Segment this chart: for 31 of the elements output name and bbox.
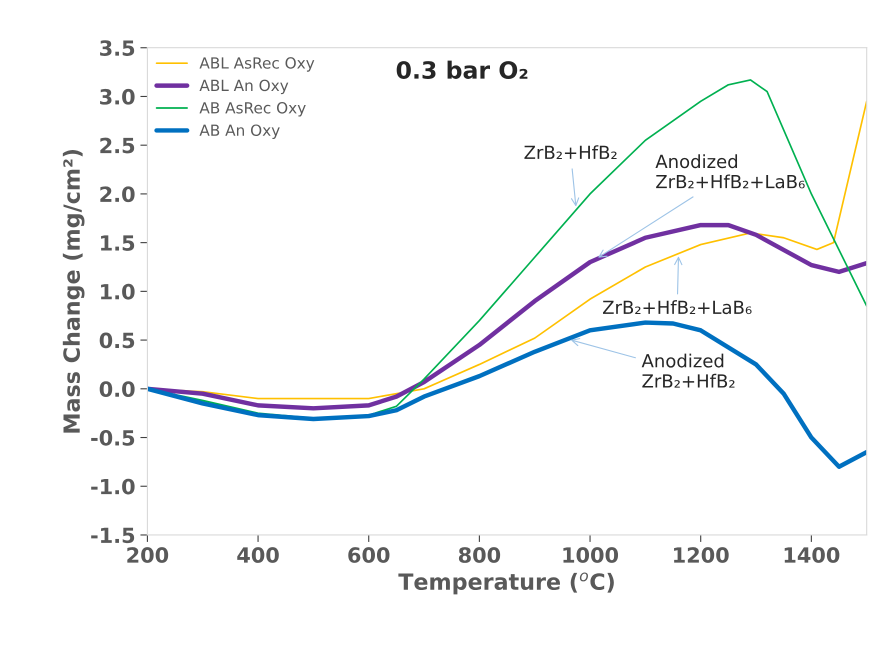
y-tick-label: 2.0 [100,186,135,202]
annotation: ZrB₂+HfB₂+LaB₆ [602,300,752,314]
legend-label: ABL An Oxy [199,80,288,94]
x-tick-label: 600 [348,547,390,563]
x-axis-title: Temperature ($^{o}$C) [398,572,614,594]
y-tick-label: -1.5 [91,528,134,544]
x-tick-label: 1400 [784,547,840,563]
y-tick-label: 3.0 [100,88,135,105]
legend-label: ABL AsRec Oxy [199,57,314,72]
line-series [147,222,867,411]
legend-label: AB An Oxy [199,124,280,139]
annotation: Anodized ZrB₂+HfB₂ [642,354,734,388]
y-tick-label: 3.5 [100,40,134,56]
annotation: Anodized ZrB₂+HfB₂+LaB₆ [655,154,805,188]
annotation: ZrB₂+HfB₂ [524,145,617,159]
y-tick-label: 0.5 [100,332,134,348]
y-tick-label: 1.5 [101,235,134,251]
legend-label: AB AsRec Oxy [199,102,306,117]
x-tick-label: 800 [458,547,500,563]
x-tick-label: 1000 [563,547,618,563]
y-tick-label: 2.5 [100,138,134,154]
y-axis-title: Mass Change (mg/cm²) [62,150,84,433]
chart-title: 0.3 bar O₂ [396,60,528,79]
x-tick-label: 200 [127,547,168,563]
y-tick-label: 1.0 [101,284,135,300]
y-tick-label: -1.0 [91,478,135,494]
x-tick-label: 400 [237,547,279,563]
x-tick-label: 1200 [674,547,729,563]
y-tick-label: -0.5 [91,430,134,446]
line-series [147,320,867,469]
y-tick-label: 0.0 [100,381,135,398]
